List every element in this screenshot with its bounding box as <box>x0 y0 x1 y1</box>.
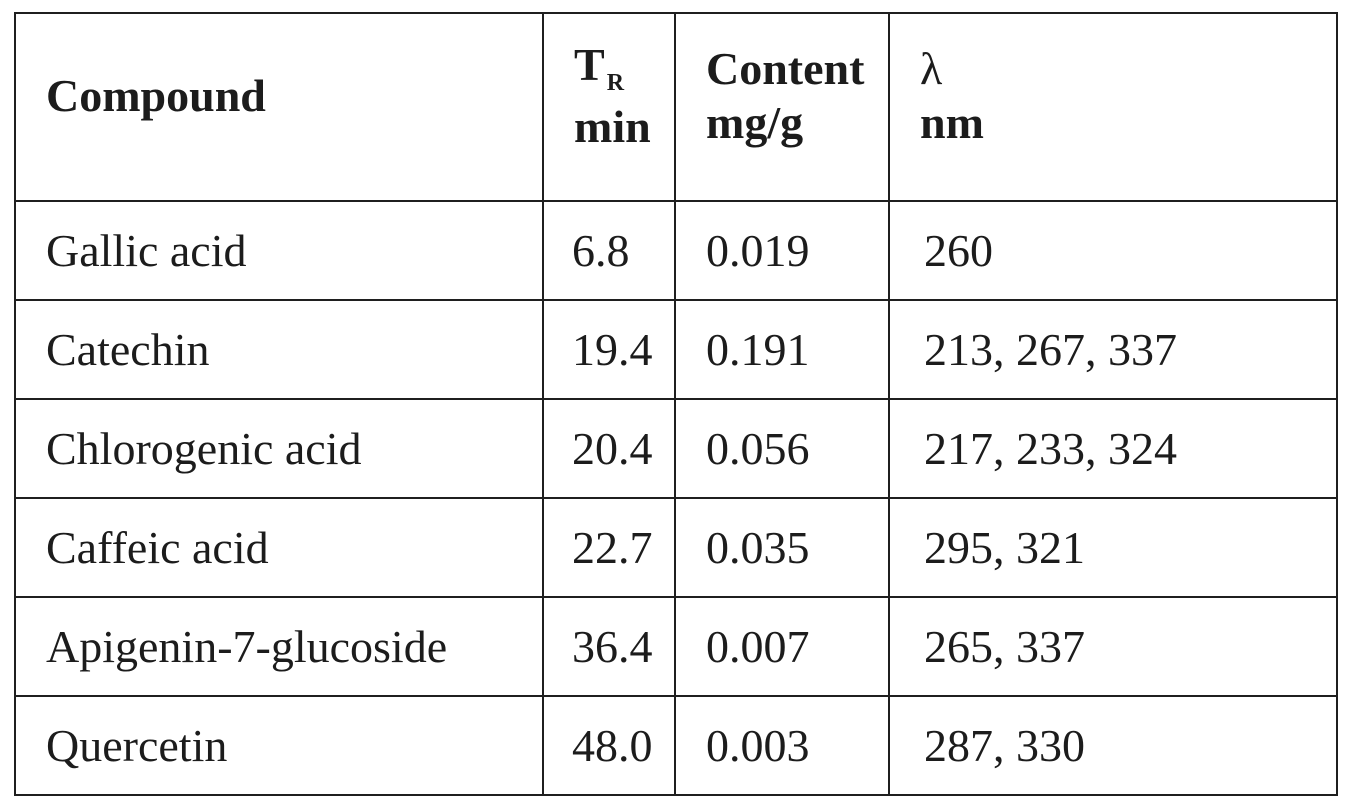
cell-compound: Gallic acid <box>14 200 544 301</box>
cell-wavelength: 213, 267, 337 <box>888 299 1338 400</box>
cell-content: 0.191 <box>674 299 890 400</box>
cell-content: 0.019 <box>674 200 890 301</box>
cell-retention-time: 36.4 <box>542 596 676 697</box>
header-content: Content mg/g <box>674 12 890 202</box>
header-retention-time-subscript: R <box>606 70 625 96</box>
header-content-unit: mg/g <box>706 97 804 148</box>
table-row: Caffeic acid 22.7 0.035 295, 321 <box>14 497 1338 598</box>
header-wavelength-unit: nm <box>920 97 984 148</box>
table-row: Chlorogenic acid 20.4 0.056 217, 233, 32… <box>14 398 1338 499</box>
cell-compound: Chlorogenic acid <box>14 398 544 499</box>
table-row: Quercetin 48.0 0.003 287, 330 <box>14 695 1338 796</box>
header-compound-label: Compound <box>46 70 266 121</box>
cell-wavelength: 295, 321 <box>888 497 1338 598</box>
cell-retention-time: 19.4 <box>542 299 676 400</box>
cell-retention-time: 20.4 <box>542 398 676 499</box>
cell-retention-time: 48.0 <box>542 695 676 796</box>
table-row: Apigenin-7-glucoside 36.4 0.007 265, 337 <box>14 596 1338 697</box>
cell-content: 0.003 <box>674 695 890 796</box>
cell-content: 0.035 <box>674 497 890 598</box>
cell-content: 0.007 <box>674 596 890 697</box>
cell-retention-time: 22.7 <box>542 497 676 598</box>
header-compound: Compound <box>14 12 544 202</box>
cell-compound: Caffeic acid <box>14 497 544 598</box>
cell-wavelength: 265, 337 <box>888 596 1338 697</box>
compound-table: Compound TR min Content mg/g λ nm Gallic… <box>14 12 1338 796</box>
cell-compound: Apigenin-7-glucoside <box>14 596 544 697</box>
header-content-label: Content <box>706 43 865 94</box>
header-retention-time: TR min <box>542 12 676 202</box>
cell-compound: Quercetin <box>14 695 544 796</box>
table-row: Gallic acid 6.8 0.019 260 <box>14 200 1338 301</box>
cell-compound: Catechin <box>14 299 544 400</box>
table-header-row: Compound TR min Content mg/g λ nm <box>14 12 1338 202</box>
header-retention-time-unit: min <box>574 101 651 152</box>
cell-content: 0.056 <box>674 398 890 499</box>
header-wavelength-symbol: λ <box>920 43 943 94</box>
cell-wavelength: 260 <box>888 200 1338 301</box>
cell-wavelength: 217, 233, 324 <box>888 398 1338 499</box>
header-retention-time-symbol: TR <box>574 39 625 96</box>
table-row: Catechin 19.4 0.191 213, 267, 337 <box>14 299 1338 400</box>
cell-wavelength: 287, 330 <box>888 695 1338 796</box>
header-wavelength: λ nm <box>888 12 1338 202</box>
cell-retention-time: 6.8 <box>542 200 676 301</box>
